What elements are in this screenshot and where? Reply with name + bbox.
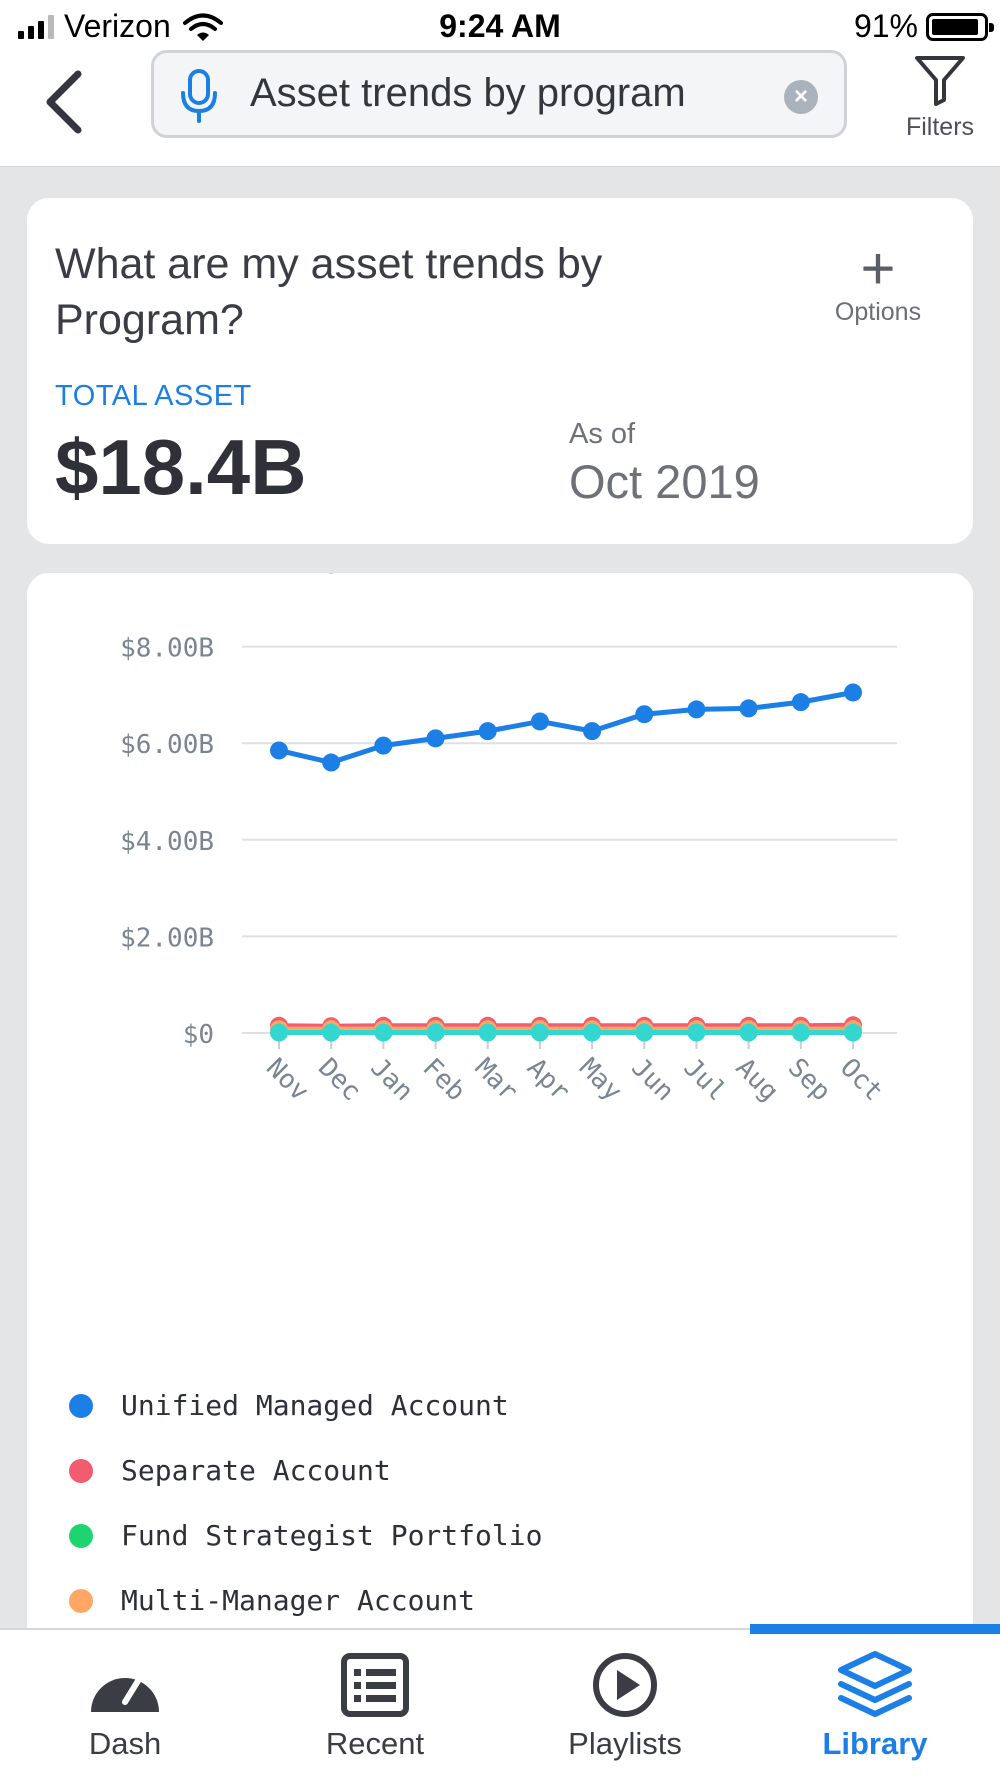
tab-library-label: Library [750, 1726, 1000, 1762]
x-tick-label: Oct [834, 1053, 888, 1107]
data-point [479, 1024, 497, 1042]
data-point [374, 737, 392, 755]
tab-recent-label: Recent [250, 1726, 500, 1762]
layers-icon [837, 1650, 913, 1720]
battery-icon [926, 13, 988, 41]
options-button[interactable]: + Options [823, 240, 933, 327]
legend-item[interactable]: Multi-Manager Account [69, 1568, 542, 1633]
chart-card: $0$2.00B$4.00B$6.00B$8.00B$10.0BNovDecJa… [27, 573, 973, 1663]
data-point [374, 1024, 392, 1042]
status-right: 91% [854, 8, 988, 45]
as-of-value: Oct 2019 [569, 454, 760, 509]
filters-label: Filters [890, 113, 990, 142]
data-point [635, 1024, 653, 1042]
y-tick-label: $2.00B [120, 923, 214, 953]
data-point [531, 712, 549, 730]
data-point [583, 1024, 601, 1042]
back-chevron-icon[interactable] [36, 62, 96, 142]
data-point [635, 705, 653, 723]
options-label: Options [835, 298, 921, 326]
x-tick-label: Mar [469, 1053, 523, 1107]
gauge-icon [85, 1650, 165, 1720]
data-point [531, 1024, 549, 1042]
question-card: What are my asset trends by Program? + O… [27, 198, 973, 544]
y-tick-label: $0 [183, 1020, 214, 1050]
battery-tip [989, 23, 994, 32]
play-circle-icon [590, 1650, 660, 1720]
battery-fill [932, 19, 978, 35]
plus-icon: + [823, 240, 933, 298]
legend-item[interactable]: Unified Managed Account [69, 1373, 542, 1438]
tab-dash[interactable]: Dash [0, 1650, 250, 1762]
legend-label: Separate Account [121, 1454, 391, 1487]
x-tick-label: May [573, 1053, 627, 1107]
tab-library[interactable]: Library [750, 1650, 1000, 1762]
data-point [479, 722, 497, 740]
x-tick-label: Apr [521, 1053, 575, 1107]
status-bar: Verizon 9:24 AM 91% [0, 0, 1000, 50]
data-point [270, 741, 288, 759]
data-point [322, 754, 340, 772]
battery-percent: 91% [854, 8, 918, 45]
nav-bar: Asset trends by program × Filters [0, 50, 1000, 167]
data-point [740, 1024, 758, 1042]
data-point [687, 700, 705, 718]
data-point [583, 722, 601, 740]
data-point [792, 1024, 810, 1042]
legend-dot [69, 1394, 93, 1418]
microphone-icon[interactable] [180, 69, 218, 123]
filter-funnel-icon [913, 54, 967, 106]
x-tick-label: Dec [312, 1053, 366, 1107]
data-point [322, 1024, 340, 1042]
data-point [427, 729, 445, 747]
tab-recent[interactable]: Recent [250, 1650, 500, 1762]
x-tick-label: Nov [260, 1053, 314, 1107]
legend-label: Unified Managed Account [121, 1389, 509, 1422]
asset-trend-chart[interactable]: $0$2.00B$4.00B$6.00B$8.00B$10.0BNovDecJa… [27, 573, 973, 1353]
search-input[interactable]: Asset trends by program × [151, 50, 847, 138]
legend-dot [69, 1459, 93, 1483]
x-tick-label: Jan [364, 1053, 418, 1107]
legend-item[interactable]: Separate Account [69, 1438, 542, 1503]
total-asset-label: TOTAL ASSET [55, 380, 252, 413]
tab-bar: Dash Recent Playlists Library [0, 1628, 1000, 1780]
x-tick-label: Jun [625, 1053, 679, 1107]
tab-playlists-label: Playlists [500, 1726, 750, 1762]
legend-label: Fund Strategist Portfolio [121, 1519, 542, 1552]
data-point [687, 1024, 705, 1042]
as-of-label: As of [569, 418, 635, 451]
clear-search-icon[interactable]: × [784, 80, 818, 114]
legend-dot [69, 1524, 93, 1548]
legend-dot [69, 1589, 93, 1613]
question-title: What are my asset trends by Program? [55, 236, 715, 348]
x-tick-label: Jul [678, 1053, 732, 1107]
x-tick-label: Feb [417, 1053, 471, 1107]
data-point [427, 1024, 445, 1042]
legend-label: Multi-Manager Account [121, 1584, 475, 1617]
y-tick-label: $8.00B [120, 634, 214, 664]
legend-item[interactable]: Fund Strategist Portfolio [69, 1503, 542, 1568]
data-point [844, 1024, 862, 1042]
active-tab-indicator [750, 1624, 1000, 1634]
list-icon [340, 1650, 410, 1720]
y-tick-label: $6.00B [120, 730, 214, 760]
x-tick-label: Aug [730, 1053, 784, 1107]
tab-playlists[interactable]: Playlists [500, 1650, 750, 1762]
tab-dash-label: Dash [0, 1726, 250, 1762]
filters-button[interactable]: Filters [890, 54, 990, 142]
y-tick-label: $4.00B [120, 827, 214, 857]
data-point [792, 693, 810, 711]
total-asset-value: $18.4B [55, 422, 307, 513]
search-query: Asset trends by program [250, 71, 686, 116]
data-point [844, 683, 862, 701]
x-tick-label: Sep [782, 1053, 836, 1107]
status-time: 9:24 AM [0, 8, 1000, 45]
chart-legend: Unified Managed Account Separate Account F… [69, 1373, 542, 1633]
series-line [279, 1025, 853, 1026]
data-point [740, 699, 758, 717]
data-point [270, 1024, 288, 1042]
series-line [279, 692, 853, 762]
